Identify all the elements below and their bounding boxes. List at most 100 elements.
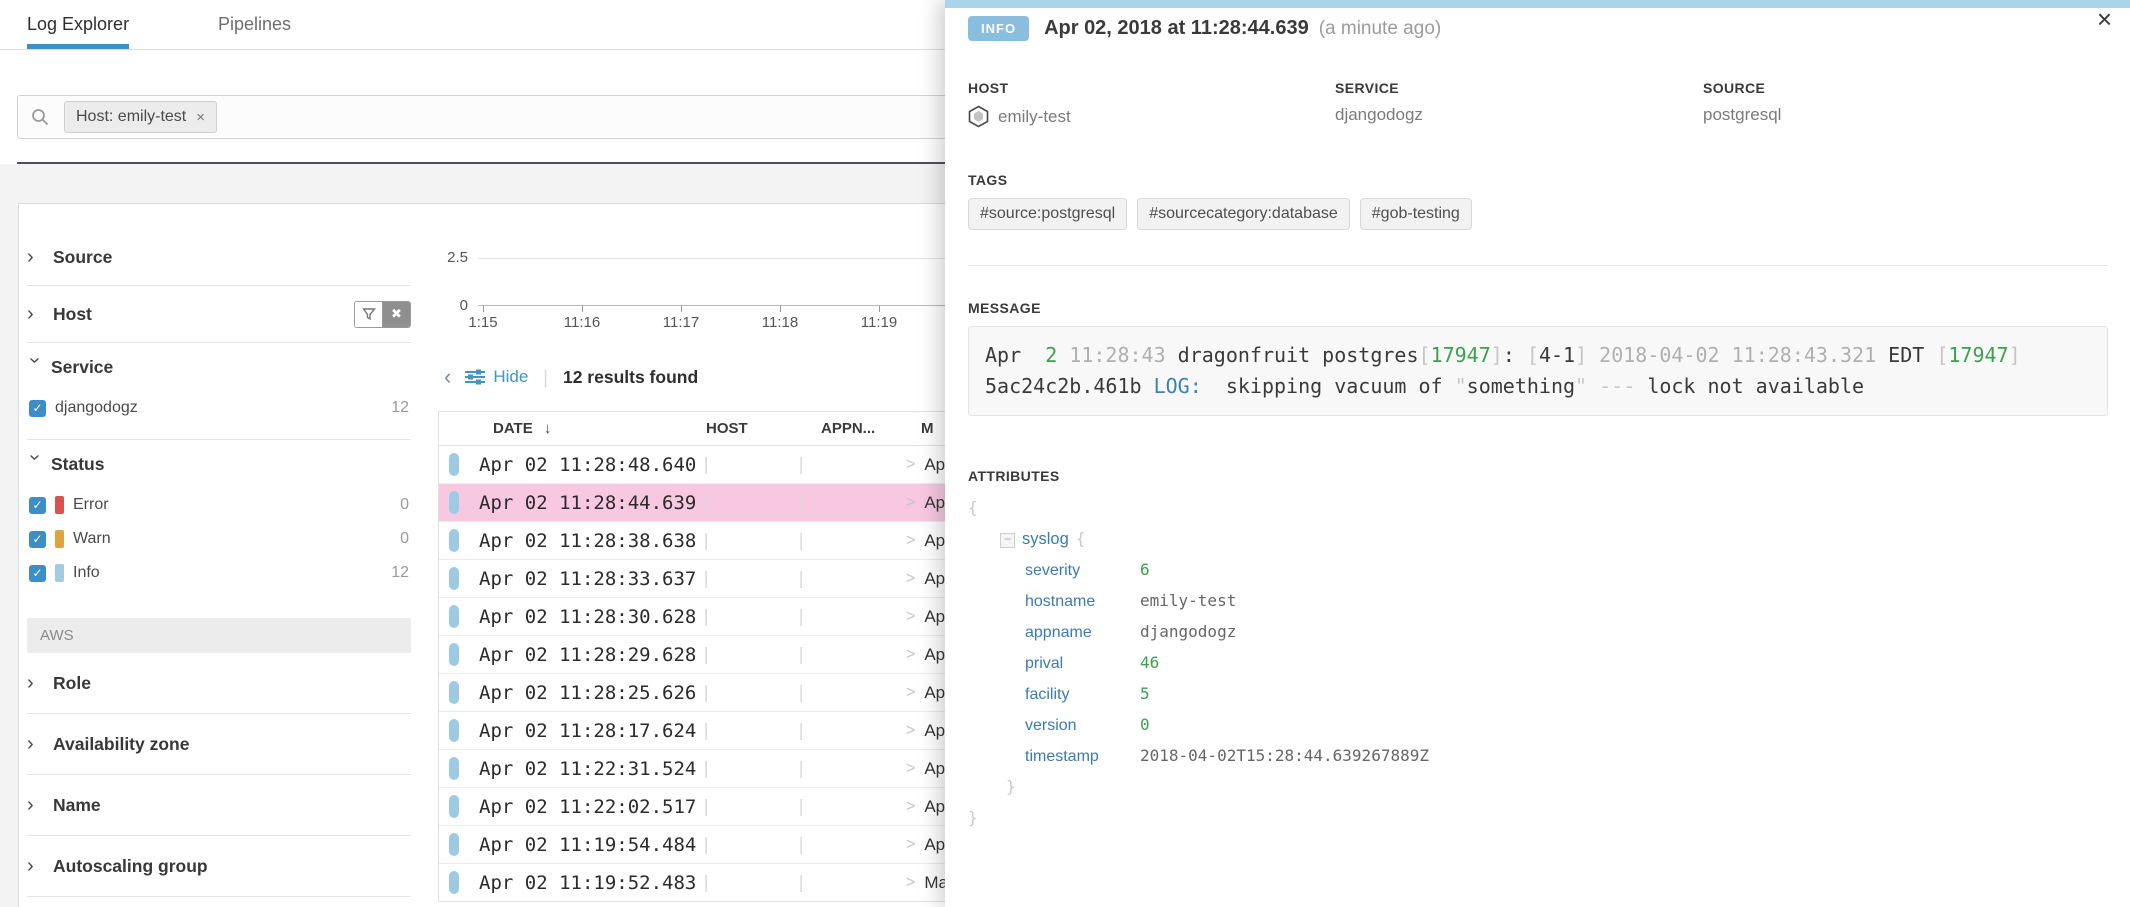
facet-section-host: › Host ✖: [27, 286, 411, 343]
facet-header-host[interactable]: › Host ✖: [27, 286, 411, 342]
facet-header-name[interactable]: › Name: [27, 775, 411, 835]
status-bar-info-icon: [449, 643, 459, 666]
checkbox-checked-icon[interactable]: ✓: [29, 530, 46, 548]
facet-section-role: › Role: [27, 653, 411, 714]
log-message-cell: > Ap: [906, 607, 1687, 627]
facet-header-service[interactable]: › Service: [24, 343, 411, 391]
log-appname-empty: |: [796, 606, 807, 627]
column-header-appname[interactable]: APPN...: [796, 420, 906, 437]
attribute-key[interactable]: version: [1025, 717, 1077, 734]
log-message-preview: Ap: [924, 644, 946, 664]
filter-funnel-icon[interactable]: [355, 301, 383, 327]
chart-gridline: [478, 258, 1040, 259]
collapse-facets-chevron-icon[interactable]: ‹: [444, 364, 452, 389]
hide-facets-button[interactable]: Hide: [493, 367, 529, 386]
chart-x-label: 11:18: [761, 314, 799, 331]
status-bar-info-icon: [449, 453, 459, 476]
log-message-preview: Ma: [924, 872, 948, 892]
log-host-empty: |: [701, 872, 712, 893]
facet-value-row-warn[interactable]: ✓ Warn 0: [27, 522, 411, 556]
facet-header-source[interactable]: › Source: [27, 229, 411, 285]
meta-service-label: SERVICE: [1335, 80, 1400, 96]
expand-chevron-icon: >: [906, 607, 916, 625]
log-host-empty: |: [701, 644, 712, 665]
log-message-cell: > Ap: [906, 835, 1687, 855]
attribute-key[interactable]: facility: [1025, 686, 1070, 703]
checkbox-checked-icon[interactable]: ✓: [29, 496, 46, 514]
facet-value-label: Warn: [73, 530, 111, 547]
log-date: Apr 02 11:28:30.628: [479, 605, 697, 628]
facet-header-status[interactable]: › Status: [24, 440, 411, 488]
attribute-key[interactable]: prival: [1025, 655, 1064, 672]
attribute-value: 46: [1140, 653, 1160, 672]
attribute-key[interactable]: appname: [1025, 624, 1092, 641]
checkbox-checked-icon[interactable]: ✓: [29, 564, 46, 582]
facet-header-availability-zone[interactable]: › Availability zone: [27, 714, 411, 774]
facet-value-row-info[interactable]: ✓ Info 12: [27, 556, 411, 590]
chart-y-tick: 0: [459, 297, 468, 314]
chart-y-tick: 2.5: [447, 249, 468, 266]
log-table-row[interactable]: Apr 02 11:19:52.483 | | > Ma: [439, 864, 1687, 901]
meta-service-value[interactable]: djangodogz: [1335, 105, 1423, 124]
facet-label: Availability zone: [53, 733, 190, 754]
tag-pill[interactable]: #gob-testing: [1359, 198, 1472, 230]
sort-desc-icon[interactable]: ↓: [543, 420, 552, 437]
chip-remove-icon[interactable]: ×: [196, 108, 206, 126]
facet-header-role[interactable]: › Role: [27, 653, 411, 713]
checkbox-checked-icon[interactable]: ✓: [29, 399, 46, 417]
tab-pipelines[interactable]: Pipelines: [218, 13, 292, 34]
status-bar-warn-icon: [55, 530, 64, 548]
chevron-right-icon: ›: [27, 303, 34, 325]
date-header-label: DATE: [493, 420, 533, 437]
expand-chevron-icon: >: [906, 835, 916, 853]
chevron-down-icon: ›: [24, 454, 46, 461]
facet-header-autoscaling-group[interactable]: › Autoscaling group: [27, 836, 411, 896]
expand-chevron-icon: >: [906, 797, 916, 815]
attribute-row-severity: severity 6: [968, 554, 1429, 585]
attribute-key[interactable]: timestamp: [1025, 748, 1099, 765]
log-message-preview: Ap: [924, 492, 946, 512]
log-table-row[interactable]: Apr 02 11:28:38.638 | | > Ap: [439, 522, 1687, 560]
column-header-host[interactable]: HOST: [701, 420, 796, 437]
meta-host: HOST emily-test: [968, 80, 1071, 128]
message-line: 5ac24c2b.461b LOG: skipping vacuum of "s…: [985, 374, 1865, 398]
facet-value-row-error[interactable]: ✓ Error 0: [27, 488, 411, 522]
collapse-icon[interactable]: −: [1000, 533, 1015, 548]
meta-host-value[interactable]: emily-test: [998, 106, 1071, 126]
log-message-preview: Ap: [924, 606, 946, 626]
filter-clear-icon[interactable]: ✖: [383, 301, 410, 327]
facet-filter-control[interactable]: ✖: [354, 300, 411, 328]
sliders-icon[interactable]: [464, 368, 486, 386]
attribute-node-name[interactable]: syslog: [1022, 530, 1069, 548]
meta-source: SOURCE postgresql: [1703, 80, 1781, 125]
expand-chevron-icon: >: [906, 683, 916, 701]
attribute-key[interactable]: hostname: [1025, 593, 1096, 610]
log-message-cell: > Ap: [906, 683, 1687, 703]
status-bar-info-icon: [449, 529, 459, 552]
tab-log-explorer[interactable]: Log Explorer: [27, 0, 130, 49]
log-table-row[interactable]: Apr 02 11:28:17.624 | | > Ap: [439, 712, 1687, 750]
column-header-date[interactable]: DATE ↓: [479, 420, 701, 437]
attribute-key[interactable]: severity: [1025, 562, 1081, 579]
log-message-preview: Ap: [924, 796, 946, 816]
close-icon[interactable]: ×: [2096, 4, 2112, 34]
log-message-preview: Ap: [924, 682, 946, 702]
meta-source-value[interactable]: postgresql: [1703, 105, 1782, 124]
status-bar-info-icon: [449, 681, 459, 704]
facet-label: Service: [51, 356, 114, 377]
facet-label: Host: [53, 303, 92, 324]
column-header-message[interactable]: M: [906, 420, 1687, 437]
chart-tick: [780, 306, 781, 312]
tag-pill[interactable]: #source:postgresql: [968, 198, 1128, 230]
log-message-preview: Ap: [924, 530, 946, 550]
chevron-right-icon: ›: [27, 246, 34, 268]
search-filter-chip[interactable]: Host: emily-test ×: [64, 101, 218, 133]
chart-tick: [879, 306, 880, 312]
facet-value-row-djangodogz[interactable]: ✓ djangodogz 12: [27, 391, 411, 425]
expand-chevron-icon: >: [906, 531, 916, 549]
status-bar-info-icon: [449, 833, 459, 856]
log-date: Apr 02 11:22:31.524: [479, 757, 697, 780]
tag-pill[interactable]: #sourcecategory:database: [1137, 198, 1350, 230]
log-date: Apr 02 11:28:38.638: [479, 529, 697, 552]
attribute-row-timestamp: timestamp 2018-04-02T15:28:44.639267889Z: [968, 740, 1429, 771]
